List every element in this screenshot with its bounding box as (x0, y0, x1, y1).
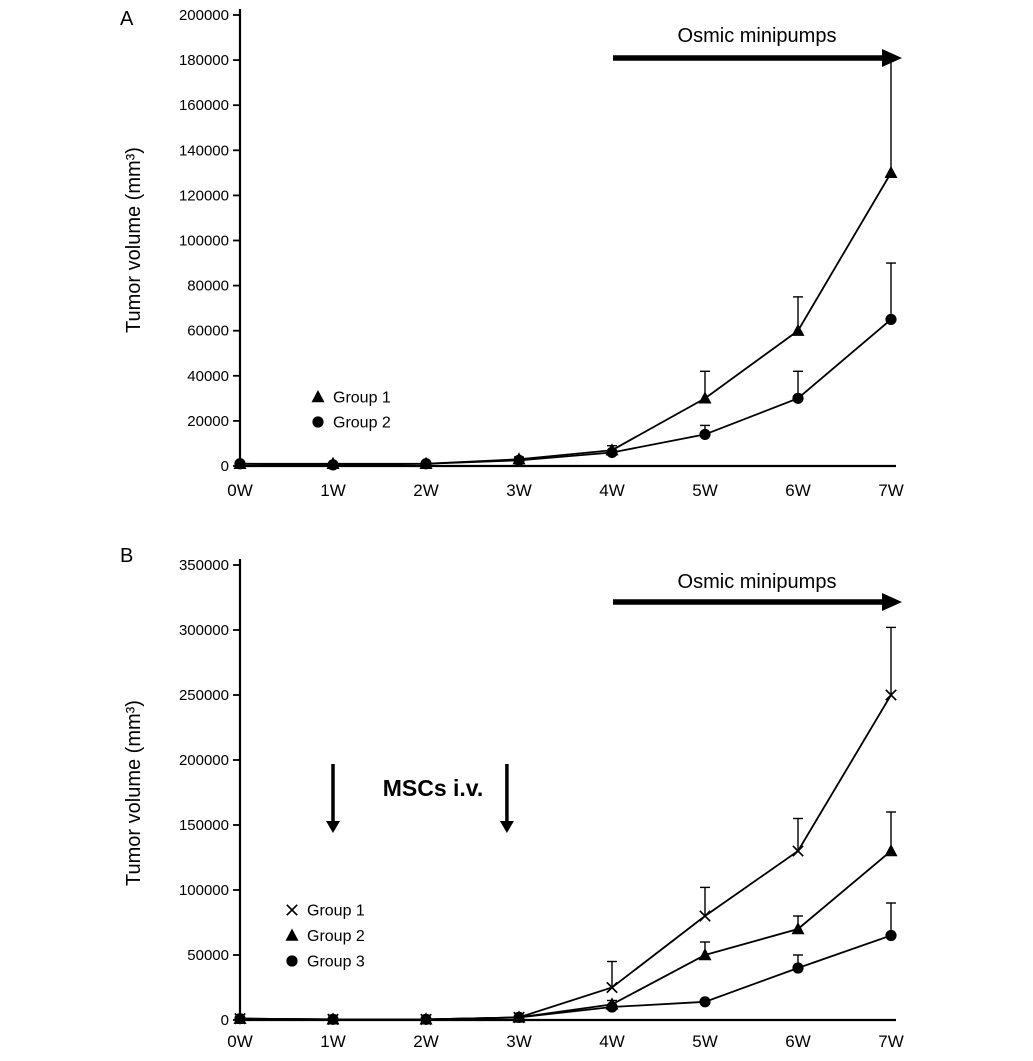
data-point-group-2-icon (792, 392, 804, 404)
y-tick-label: 120000 (179, 187, 229, 204)
legend-x-icon (286, 904, 298, 916)
x-tick-label: 7W (878, 1032, 904, 1051)
x-tick-label: 3W (506, 1032, 532, 1051)
data-point-group-3-icon (792, 962, 804, 974)
panel-b: B Tumor volume (mm³) 0 50000 100000 150000 200… (0, 530, 1033, 1061)
data-point-group-1-icon (791, 323, 805, 336)
y-tick-label: 200000 (179, 7, 229, 24)
y-tick-label: 100000 (179, 233, 229, 250)
x-tick-label: 0W (227, 481, 253, 500)
pump-annotation-label: Osmic minipumps (678, 25, 837, 47)
y-tick-label: 80000 (187, 278, 229, 295)
pump-arrow-head-icon (882, 593, 902, 611)
legend-triangle-icon (311, 390, 325, 403)
data-point-group-3-icon (699, 996, 711, 1008)
data-point-group-3-icon (327, 1013, 339, 1025)
panel-label: B (120, 545, 133, 567)
data-point-group-3-icon (513, 1011, 525, 1023)
x-tick-label: 0W (227, 1032, 253, 1051)
series-line-group-1 (240, 172, 892, 465)
x-tick-label: 1W (320, 481, 346, 500)
data-point-group-2-icon (699, 428, 711, 441)
data-point-group-1-icon (699, 910, 711, 922)
y-tick-label: 140000 (179, 142, 229, 159)
x-tick-label: 6W (785, 1032, 811, 1051)
y-tick-label: 0 (221, 458, 229, 475)
data-point-group-3-icon (885, 929, 897, 942)
y-tick-label: 0 (221, 1012, 229, 1029)
x-tick-label: 5W (692, 1032, 718, 1051)
data-point-group-2-icon (420, 458, 432, 470)
legend-label-group-2: Group 2 (333, 415, 391, 432)
data-point-group-2-icon (791, 922, 805, 935)
pump-arrow-head-icon (882, 49, 902, 67)
data-point-group-1-icon (884, 165, 898, 179)
y-tick-label: 40000 (187, 368, 229, 385)
panel-a-chart: A Tumor volume (mm³) 0 20000 40000 60000 80000… (120, 7, 904, 500)
legend-circle-icon (286, 955, 298, 967)
y-tick-label: 100000 (179, 882, 229, 899)
data-point-group-1-icon (792, 845, 804, 857)
data-point-group-1-icon (606, 981, 618, 994)
pump-annotation-label: Osmic minipumps (678, 571, 837, 593)
x-tick-label: 6W (785, 481, 811, 500)
x-tick-label: 4W (599, 481, 625, 500)
y-tick-label: 160000 (179, 97, 229, 114)
y-tick-label: 200000 (179, 752, 229, 769)
msc-arrow-head-icon (499, 821, 514, 833)
x-tick-label: 7W (878, 481, 904, 500)
y-axis-title: Tumor volume (mm³) (123, 147, 145, 333)
y-tick-label: 250000 (179, 687, 229, 704)
x-tick-label: 1W (320, 1032, 346, 1051)
series-line-group-2 (239, 318, 892, 466)
data-point-group-1-icon (698, 391, 712, 404)
panel-a: A Tumor volume (mm³) 0 20000 40000 60000 80000… (0, 0, 1033, 530)
legend-circle-icon (312, 416, 324, 428)
data-point-group-1-icon (885, 689, 897, 701)
data-point-group-3-icon (234, 1013, 246, 1025)
data-point-group-2-icon (885, 313, 897, 326)
y-tick-label: 180000 (179, 52, 229, 69)
legend-label-group-3: Group 3 (307, 954, 365, 971)
x-tick-label: 2W (413, 481, 439, 500)
msc-arrow-head-icon (326, 821, 340, 833)
legend-triangle-icon (285, 928, 299, 941)
y-tick-label: 350000 (179, 557, 229, 574)
panel-b-chart: B Tumor volume (mm³) 0 50000 100000 150000 200… (120, 545, 904, 1051)
data-point-group-2-icon (234, 458, 246, 470)
msc-annotation-label: MSCs i.v. (383, 775, 484, 801)
data-point-group-2-icon (327, 459, 339, 471)
y-tick-label: 150000 (179, 817, 229, 834)
data-point-group-3-icon (606, 1001, 618, 1013)
x-tick-label: 3W (506, 481, 532, 500)
y-axis-title: Tumor volume (mm³) (123, 700, 145, 886)
x-tick-label: 5W (692, 481, 718, 500)
y-tick-label: 50000 (187, 947, 229, 964)
data-point-group-2-icon (884, 844, 898, 857)
data-point-group-2-icon (698, 948, 712, 961)
data-point-group-3-icon (420, 1013, 432, 1025)
legend-label-group-1: Group 1 (333, 390, 391, 407)
legend-label-group-2: Group 2 (307, 928, 365, 945)
data-point-group-2-icon (513, 454, 525, 466)
data-point-group-2-icon (606, 446, 618, 459)
legend-label-group-1: Group 1 (307, 903, 365, 920)
panel-label: A (120, 8, 134, 30)
axes (238, 559, 896, 1022)
x-tick-label: 2W (413, 1032, 439, 1051)
series-line-group-3 (239, 934, 892, 1021)
y-tick-label: 20000 (187, 413, 229, 430)
y-tick-label: 60000 (187, 323, 229, 340)
x-tick-label: 4W (599, 1032, 625, 1051)
y-tick-label: 300000 (179, 622, 229, 639)
